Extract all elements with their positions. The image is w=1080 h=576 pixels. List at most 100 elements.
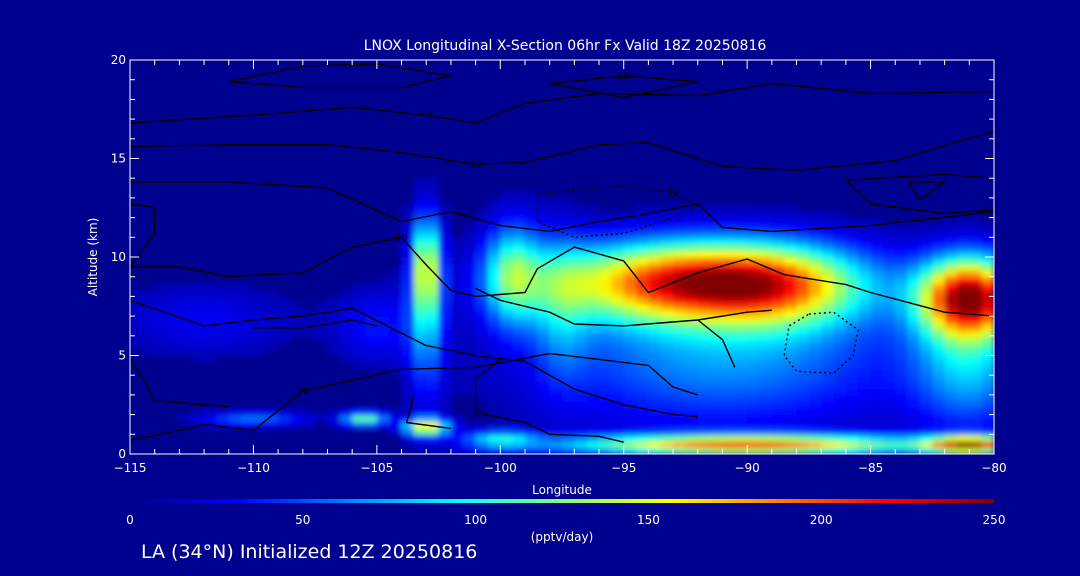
heatmap-cell xyxy=(599,237,613,245)
heatmap-cell xyxy=(882,237,897,245)
heatmap-cell xyxy=(586,440,600,449)
heatmap-cell xyxy=(907,302,921,311)
heatmap-cell xyxy=(228,296,242,304)
contour-line xyxy=(845,173,994,181)
heatmap-cell xyxy=(512,263,526,271)
heatmap-cell xyxy=(401,434,415,442)
heatmap-cell xyxy=(463,243,477,252)
heatmap-cell xyxy=(833,296,847,304)
heatmap-cell xyxy=(302,309,316,317)
heatmap-cell xyxy=(759,375,773,383)
heatmap-cell xyxy=(599,243,613,252)
heatmap-cell xyxy=(845,388,860,396)
heatmap-cell xyxy=(784,329,798,337)
heatmap-cell xyxy=(413,217,428,225)
heatmap-cell xyxy=(895,335,909,344)
heatmap-cell xyxy=(722,263,736,271)
heatmap-cell xyxy=(771,230,785,239)
heatmap-cell xyxy=(870,335,884,344)
heatmap-cell xyxy=(648,263,662,271)
heatmap-cell xyxy=(450,302,465,311)
heatmap-cell xyxy=(636,296,650,304)
heatmap-cell xyxy=(771,355,785,363)
heatmap-cell xyxy=(969,434,983,442)
heatmap-cell xyxy=(401,427,415,436)
heatmap-cell xyxy=(586,204,600,212)
heatmap-cell xyxy=(586,388,600,396)
heatmap-cell xyxy=(882,283,897,291)
heatmap-cell xyxy=(574,257,588,265)
heatmap-cell xyxy=(956,414,971,422)
heatmap-cell xyxy=(895,427,909,436)
heatmap-cell xyxy=(771,348,785,357)
heatmap-cell xyxy=(710,211,724,219)
heatmap-cell xyxy=(808,316,822,324)
heatmap-cell xyxy=(956,375,971,383)
heatmap-cell xyxy=(932,257,946,265)
heatmap-cell xyxy=(537,434,551,442)
heatmap-cell xyxy=(907,342,921,350)
heatmap-cell xyxy=(660,204,674,212)
heatmap-cell xyxy=(611,217,625,225)
heatmap-cell xyxy=(907,257,921,265)
heatmap-cell xyxy=(821,414,835,422)
heatmap-cell xyxy=(537,263,551,271)
heatmap-cell xyxy=(821,302,835,311)
heatmap-cell xyxy=(537,414,551,422)
heatmap-cell xyxy=(882,224,897,232)
heatmap-cell xyxy=(265,289,279,298)
heatmap-cell xyxy=(734,421,748,429)
heatmap-cell xyxy=(895,381,909,390)
heatmap-cell xyxy=(562,427,576,436)
heatmap-cell xyxy=(574,329,588,337)
heatmap-cell xyxy=(969,296,983,304)
heatmap-cell xyxy=(944,316,958,324)
heatmap-cell xyxy=(673,237,687,245)
heatmap-cell xyxy=(450,283,465,291)
heatmap-cell xyxy=(784,381,798,390)
heatmap-cell xyxy=(228,408,242,416)
heatmap-cell xyxy=(487,217,502,225)
heatmap-cell xyxy=(130,296,144,304)
heatmap-cell xyxy=(352,322,366,331)
heatmap-cell xyxy=(537,408,551,416)
heatmap-cell xyxy=(919,263,934,271)
heatmap-cell xyxy=(599,368,613,376)
heatmap-cell xyxy=(487,408,502,416)
heatmap-cell xyxy=(944,414,958,422)
heatmap-cell xyxy=(882,257,897,265)
heatmap-cell xyxy=(969,243,983,252)
heatmap-cell xyxy=(636,322,650,331)
heatmap-cell xyxy=(438,296,452,304)
heatmap-cell xyxy=(747,394,761,403)
heatmap-cell xyxy=(697,427,711,436)
heatmap-cell xyxy=(747,224,761,232)
heatmap-cell xyxy=(956,224,971,232)
contour-line xyxy=(130,352,699,441)
heatmap-cell xyxy=(450,250,465,258)
heatmap-cell xyxy=(685,427,699,436)
heatmap-cell xyxy=(376,355,390,363)
heatmap-cell xyxy=(759,302,773,311)
heatmap-cell xyxy=(253,289,267,298)
heatmap-cell xyxy=(623,421,637,429)
heatmap-cell xyxy=(710,230,724,239)
heatmap-cell xyxy=(710,270,724,278)
colorbar: 0 50 100 150 200 250 (pptv/day) xyxy=(126,499,1005,544)
heatmap-cell xyxy=(796,427,810,436)
heatmap-cell xyxy=(599,250,613,258)
heatmap-cell xyxy=(154,309,168,317)
heatmap-cell xyxy=(722,204,736,212)
heatmap-cell xyxy=(759,250,773,258)
heatmap-cell xyxy=(685,224,699,232)
heatmap-cell xyxy=(808,421,822,429)
heatmap-cell xyxy=(882,296,897,304)
heatmap-cell xyxy=(796,224,810,232)
heatmap-cell xyxy=(870,408,884,416)
heatmap-cell xyxy=(808,224,822,232)
heatmap-cell xyxy=(562,316,576,324)
heatmap-cell xyxy=(623,447,637,454)
heatmap-cell xyxy=(969,309,983,317)
